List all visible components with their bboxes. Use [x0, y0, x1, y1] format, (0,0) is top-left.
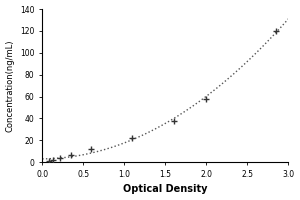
X-axis label: Optical Density: Optical Density: [123, 184, 208, 194]
Y-axis label: Concentration(ng/mL): Concentration(ng/mL): [6, 39, 15, 132]
